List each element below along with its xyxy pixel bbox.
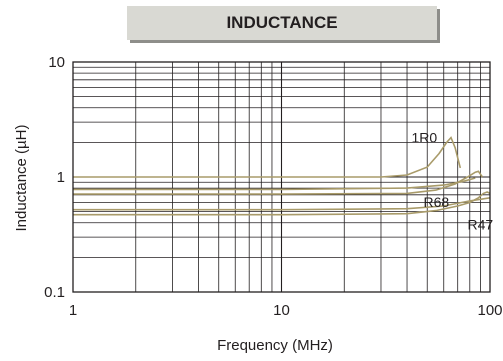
title-box: INDUCTANCE <box>127 6 437 40</box>
x-tick-label: 10 <box>273 302 290 319</box>
x-tick-label: 1 <box>69 302 77 319</box>
series-line-1r0 <box>73 136 462 178</box>
y-axis-label: Inductance (µH) <box>13 124 30 231</box>
plot-frame <box>72 61 491 293</box>
y-tick-label: 10 <box>48 54 65 71</box>
series-line-r47 <box>73 191 491 216</box>
series-line-r68 <box>73 170 484 195</box>
x-tick-label: 100 <box>477 302 502 319</box>
series-group <box>73 136 491 216</box>
series-line-curve-4 <box>73 197 491 211</box>
series-labels: 1R0 R68 R47 <box>411 129 493 232</box>
series-line-curve-5 <box>73 177 476 191</box>
x-axis-label: Frequency (MHz) <box>217 337 333 354</box>
plot-border <box>72 61 491 293</box>
series-label-1r0: 1R0 <box>411 129 437 145</box>
y-tick-label: 0.1 <box>44 284 65 301</box>
series-label-r68: R68 <box>424 194 450 210</box>
y-tick-label: 1 <box>57 169 65 186</box>
chart-title: INDUCTANCE <box>226 13 338 32</box>
series-label-r47: R47 <box>468 216 494 232</box>
